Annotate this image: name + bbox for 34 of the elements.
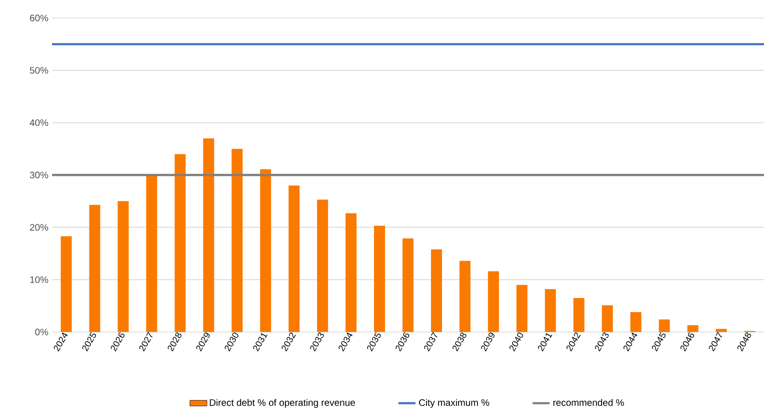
bar	[260, 169, 272, 332]
y-tick-label: 0%	[35, 328, 48, 336]
bar	[573, 298, 584, 332]
bar	[630, 312, 642, 332]
y-tick-label: 10%	[30, 276, 48, 284]
bar	[174, 154, 186, 332]
y-tick-label: 40%	[30, 119, 48, 126]
bar	[544, 289, 556, 332]
bar	[687, 325, 698, 332]
bar	[317, 200, 328, 332]
bar	[488, 271, 499, 332]
y-tick-label: 60%	[30, 14, 48, 22]
bar	[203, 138, 214, 332]
bar	[374, 226, 386, 332]
bar	[658, 319, 670, 332]
bar	[346, 213, 357, 332]
bar	[288, 185, 300, 332]
y-tick-label: 20%	[30, 224, 48, 231]
bar	[60, 236, 72, 332]
legend-label: Direct debt % of operating revenue	[210, 398, 355, 408]
legend-label: recommended %	[553, 398, 624, 406]
bar	[602, 305, 613, 332]
bar	[232, 148, 243, 332]
bar	[459, 260, 470, 332]
bar	[716, 328, 727, 332]
y-tick-label: 30%	[30, 172, 48, 178]
legend-label: City maximum %	[419, 398, 490, 408]
bar	[118, 201, 129, 332]
bar	[430, 249, 442, 332]
bar	[146, 175, 158, 332]
y-tick-label: 50%	[30, 66, 48, 74]
bar	[402, 238, 414, 332]
bar	[89, 204, 100, 332]
bar	[516, 284, 528, 332]
